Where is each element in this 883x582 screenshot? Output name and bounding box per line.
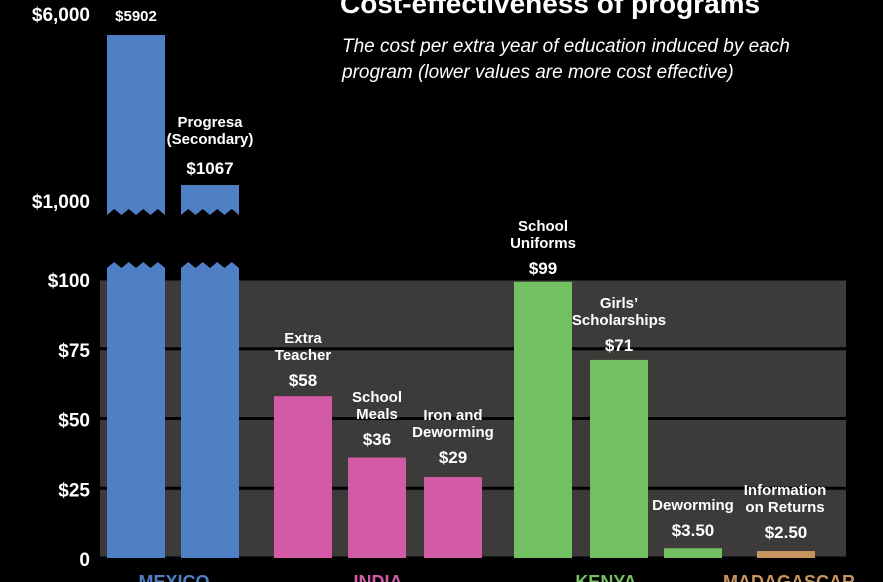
chart-subtitle: The cost per extra year of education ind…	[342, 36, 790, 83]
country-label: KENYA	[575, 572, 636, 582]
y-tick-label: $75	[58, 341, 90, 362]
bar-category-label: Meals	[356, 406, 398, 423]
bar-value-label: $36	[363, 430, 391, 449]
bar	[664, 548, 722, 558]
bar-value-label: $2.50	[765, 523, 808, 542]
bar	[514, 281, 572, 558]
country-label: MEXICO	[138, 572, 209, 582]
bar-upper-segment	[181, 185, 239, 215]
y-tick-label: $1,000	[32, 192, 90, 213]
bar-category-label: Iron and	[423, 407, 482, 424]
bar-value-label: $71	[605, 336, 633, 355]
bar-lower-segment	[181, 262, 239, 558]
country-label: INDIA	[354, 572, 403, 582]
bar-value-label: $58	[289, 371, 317, 390]
bar-category-label: Information	[744, 482, 827, 499]
bar-value-label: $99	[529, 259, 557, 278]
bar-category-label: Girls’	[600, 295, 638, 312]
bar	[274, 396, 332, 558]
y-tick-label: $6,000	[32, 5, 90, 26]
y-tick-label: $100	[48, 271, 90, 292]
bar-category-label: School	[352, 389, 402, 406]
bar-category-label: Uniforms	[510, 235, 576, 252]
bar-value-label: $3.50	[672, 521, 715, 540]
bar-category-label: (Secondary)	[167, 131, 254, 148]
bar-upper-segment	[107, 35, 165, 215]
bar	[348, 457, 406, 558]
bar-lower-segment	[107, 262, 165, 558]
bar-value-label: $5902	[115, 8, 157, 25]
country-label: MADAGASCAR	[723, 572, 855, 582]
bar-category-label: Progresa	[177, 114, 243, 131]
bar-category-label: Extra	[284, 330, 322, 347]
y-tick-label: 0	[79, 550, 90, 571]
chart-title: Cost-effectiveness of programs	[340, 0, 761, 19]
y-tick-label: $50	[58, 411, 90, 432]
y-tick-label: $25	[58, 480, 90, 501]
bar	[757, 551, 815, 558]
bar-value-label: $29	[439, 448, 467, 467]
bar-value-label: $1067	[186, 159, 233, 178]
bar	[424, 477, 482, 558]
bar-category-label: on Returns	[745, 499, 824, 516]
bar-category-label: Scholarships	[572, 312, 666, 329]
bar-category-label: Deworming	[652, 497, 734, 514]
bar	[590, 359, 648, 558]
bar-category-label: Teacher	[275, 347, 332, 364]
bar-category-label: School	[518, 218, 568, 235]
bar-category-label: Deworming	[412, 424, 494, 441]
